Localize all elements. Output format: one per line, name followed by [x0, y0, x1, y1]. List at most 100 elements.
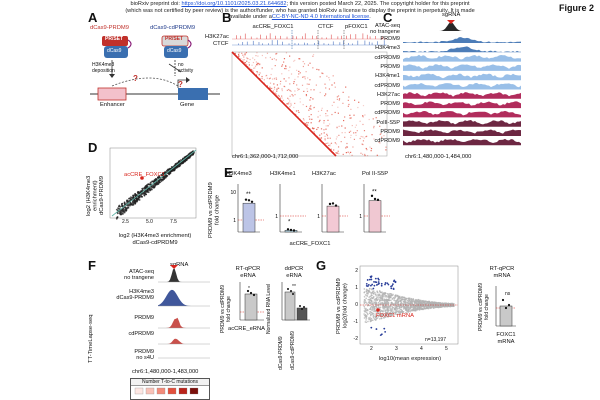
hic-contact [309, 106, 311, 108]
hic-contact [325, 128, 327, 130]
f-ddpcr-x2: dCas9-cdPRDM9 [290, 331, 296, 370]
d-data-point [162, 176, 165, 179]
g-gene-point [429, 306, 432, 309]
g-gene-point [376, 296, 379, 298]
g-gene-point [396, 310, 399, 312]
hic-contact [285, 52, 288, 54]
hic-contact [345, 86, 347, 88]
panel-a-diagram [90, 35, 220, 101]
g-gene-point [381, 301, 383, 304]
doi-link[interactable]: https://doi.org/10.1101/2025.03.21.64468… [181, 1, 287, 7]
c-track-signal [403, 129, 521, 136]
hic-contact [313, 107, 315, 109]
hic-contact [349, 136, 352, 139]
g-gene-point [380, 303, 383, 305]
hic-contact [273, 78, 276, 80]
hic-contact [309, 118, 311, 120]
hic-contact [294, 59, 296, 61]
d-data-point [148, 188, 151, 191]
hic-contact [306, 90, 309, 93]
hic-contact [285, 68, 287, 70]
hic-contact [326, 75, 328, 77]
hic-contact [299, 72, 301, 74]
license-link[interactable]: CC-BY-NC-ND 4.0 International license [271, 14, 370, 21]
g-gene-point [421, 305, 424, 308]
hic-contact [276, 90, 278, 92]
e-significance: * [288, 219, 291, 225]
g-gene-point [370, 300, 373, 303]
hic-contact [310, 113, 312, 116]
f-track-label: PRDM9 [134, 315, 154, 321]
hic-contact [336, 136, 338, 138]
hic-contact [336, 98, 338, 100]
hic-contact [268, 87, 271, 89]
g-gene-point [414, 309, 417, 312]
hic-contact [369, 146, 371, 148]
hic-contact [288, 102, 290, 104]
g-gene-point [379, 296, 381, 299]
d-data-point [127, 206, 130, 208]
hic-contact [303, 76, 305, 78]
hic-contact [238, 53, 240, 56]
g-gene-point [374, 305, 377, 308]
d-data-point [121, 212, 124, 215]
g-gene-point [417, 302, 420, 305]
g-gene-point [389, 313, 391, 316]
hic-contact [336, 152, 338, 154]
question-mark-1: ? [133, 74, 138, 83]
label-dcas9-cdprdm9: dCas9-cdPRDM9 [150, 25, 196, 31]
g-gene-point [398, 307, 401, 310]
hic-contact [263, 82, 265, 84]
hic-contact [311, 118, 313, 120]
g-gene-point [380, 309, 382, 312]
hic-contact [353, 99, 356, 101]
g-gene-point [406, 305, 409, 308]
g-gene-point [412, 309, 415, 312]
hic-contact [337, 106, 339, 108]
g-rt-replicate [507, 303, 511, 307]
d-data-point [160, 178, 163, 181]
g-gene-point [368, 298, 371, 301]
hic-contact [248, 64, 251, 66]
d-data-point [171, 166, 174, 169]
hic-contact [269, 77, 271, 79]
hic-contact [376, 154, 378, 156]
hic-contact [287, 102, 289, 104]
hic-contact [266, 85, 268, 87]
g-gene-point [427, 301, 430, 304]
hic-contact [332, 75, 334, 77]
c-track-label: cdPRDM9 [374, 82, 401, 89]
g-gene-point [374, 316, 377, 319]
g-rtqpcr-ylabel: PRDM9 vs cdPRDM9 fold change [478, 282, 490, 332]
g-gene-point [434, 306, 437, 308]
hic-contact [306, 88, 308, 90]
f-legend-swatches [134, 387, 199, 395]
hic-contact [273, 77, 276, 79]
hic-contact [308, 115, 310, 118]
hic-contact [326, 135, 329, 137]
hic-contact [334, 142, 336, 144]
d-data-point [130, 196, 132, 199]
hic-contact [305, 123, 307, 125]
hic-contact [279, 97, 281, 100]
g-gene-point [365, 290, 368, 292]
hic-contact [270, 73, 272, 76]
g-rt-bar [499, 305, 513, 327]
hic-contact [254, 67, 256, 69]
hic-contact [258, 74, 260, 76]
d-data-point [121, 205, 124, 207]
g-gene-point [375, 294, 377, 297]
header-line3-pre: available under a [229, 14, 272, 21]
d-data-point [123, 211, 126, 214]
panel-b-label: B [222, 10, 232, 25]
legend-swatch [167, 387, 177, 395]
hic-contact [327, 125, 329, 127]
hic-contact [347, 105, 349, 107]
hic-contact [384, 128, 386, 130]
hic-contact [244, 54, 246, 56]
g-x-tick: 5 [445, 346, 448, 352]
f-legend-title: Number T-to-C mutations [131, 379, 209, 386]
hic-contact [302, 76, 304, 78]
hic-contact [338, 99, 340, 101]
d-data-point [152, 185, 155, 188]
